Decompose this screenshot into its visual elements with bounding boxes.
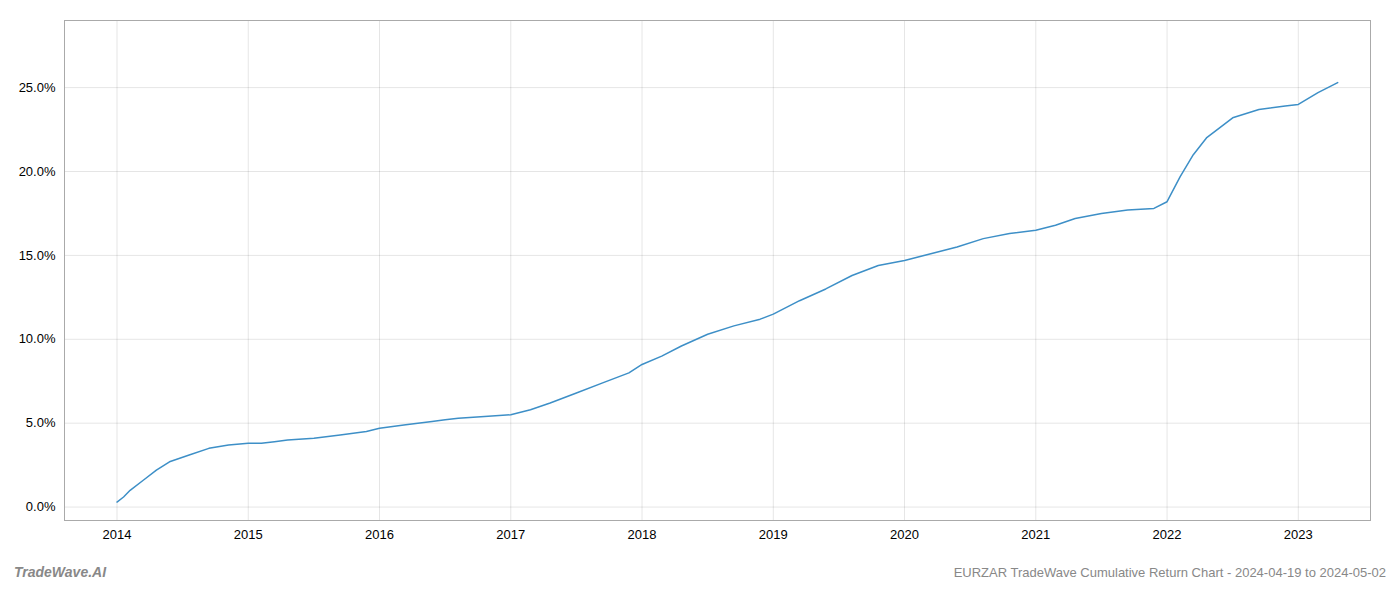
html-text:TradeWave.AI: TradeWave.AI	[14, 564, 107, 580]
svg-text:2021: 2021	[1021, 527, 1050, 542]
svg-text:2015: 2015	[234, 527, 263, 542]
svg-text:2020: 2020	[890, 527, 919, 542]
html-text:EURZAR TradeWave Cumulative Re: EURZAR TradeWave Cumulative Return Chart…	[953, 565, 1386, 580]
svg-text:10.0%: 10.0%	[19, 331, 56, 346]
svg-text:15.0%: 15.0%	[19, 248, 56, 263]
svg-text:2023: 2023	[1284, 527, 1313, 542]
svg-text:5.0%: 5.0%	[26, 415, 56, 430]
svg-text:2018: 2018	[628, 527, 657, 542]
svg-text:2016: 2016	[365, 527, 394, 542]
svg-text:0.0%: 0.0%	[26, 499, 56, 514]
svg-text:2014: 2014	[103, 527, 132, 542]
svg-text:20.0%: 20.0%	[19, 164, 56, 179]
svg-text:2019: 2019	[759, 527, 788, 542]
svg-text:25.0%: 25.0%	[19, 80, 56, 95]
svg-text:2022: 2022	[1153, 527, 1182, 542]
svg-text:2017: 2017	[496, 527, 525, 542]
